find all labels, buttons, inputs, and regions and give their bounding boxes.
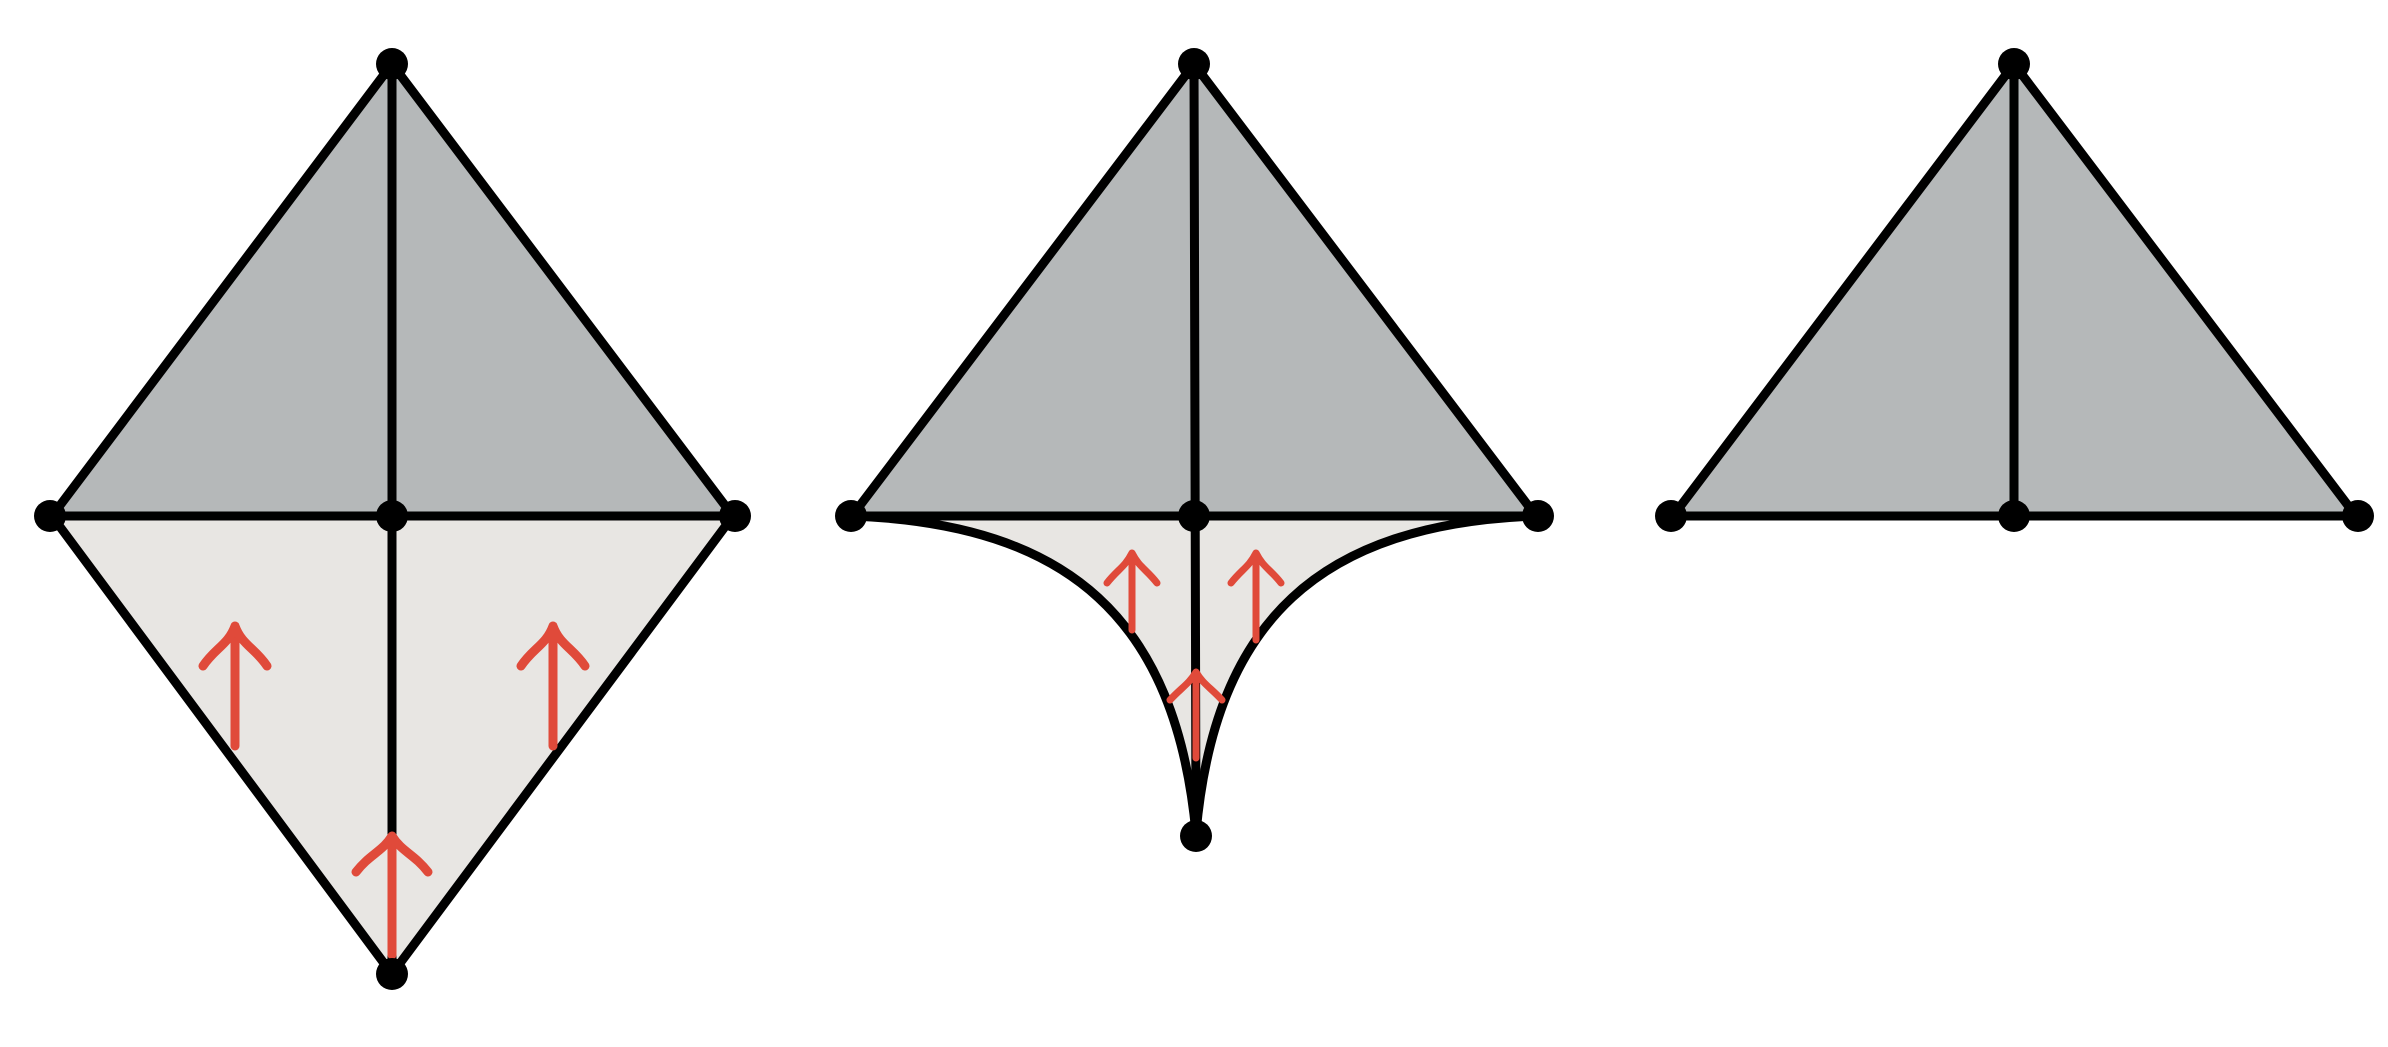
vertex-dot-icon <box>376 958 408 990</box>
vertex-dot-icon <box>1178 48 1210 80</box>
vertex-dot-icon <box>1522 500 1554 532</box>
vertex-dot-icon <box>1998 48 2030 80</box>
panel-3-collapsed <box>1655 48 2374 532</box>
vertex-dot-icon <box>376 48 408 80</box>
vertex-dot-icon <box>719 500 751 532</box>
vertex-dot-icon <box>835 500 867 532</box>
panel-2-collapsing <box>835 48 1554 852</box>
vertex-dot-icon <box>376 500 408 532</box>
vertex-dot-icon <box>1178 500 1210 532</box>
vertex-dot-icon <box>1180 820 1212 852</box>
vertex-dot-icon <box>2342 500 2374 532</box>
vertex-dot-icon <box>1998 500 2030 532</box>
vertex-dot-icon <box>34 500 66 532</box>
panel-1-full-diamond <box>34 48 751 990</box>
vertex-dot-icon <box>1655 500 1687 532</box>
